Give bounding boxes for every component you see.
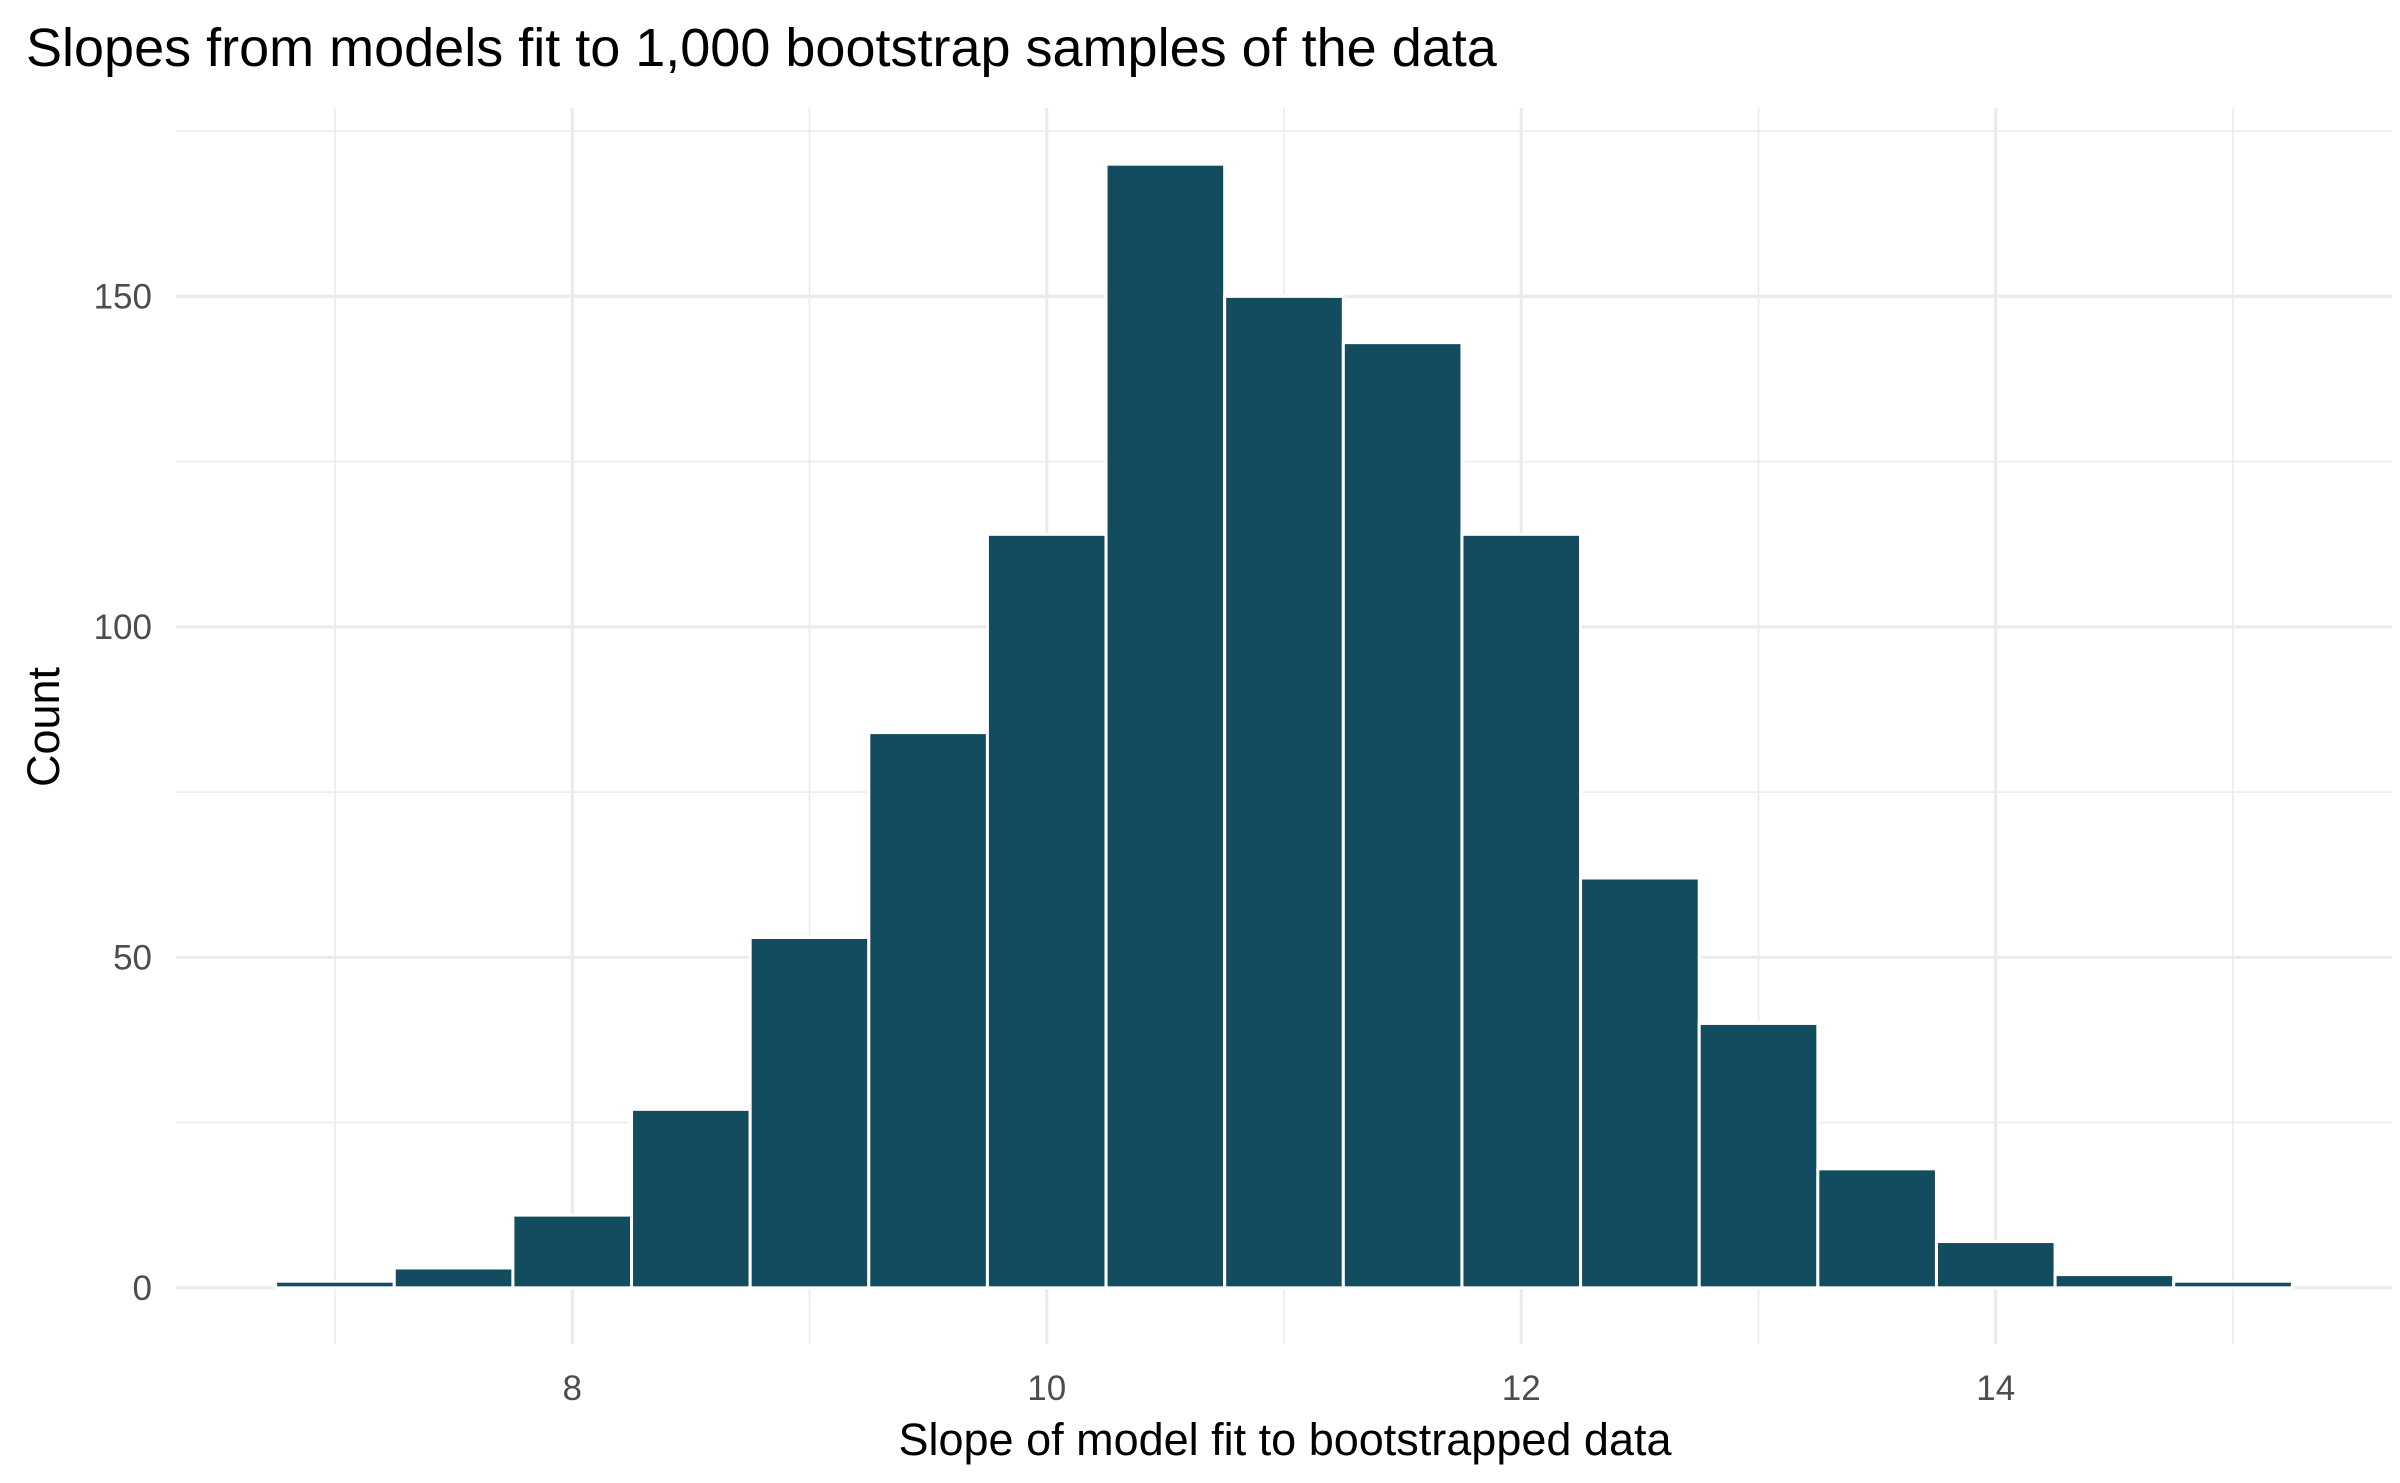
x-tick-label: 12	[1502, 1369, 1541, 1408]
y-tick-label: 100	[94, 608, 152, 647]
histogram-bar	[1341, 341, 1464, 1290]
y-tick-label: 150	[94, 277, 152, 316]
histogram-bar	[1460, 532, 1583, 1290]
y-tick-label: 0	[133, 1269, 152, 1308]
bars	[274, 162, 2294, 1290]
chart-title: Slopes from models fit to 1,000 bootstra…	[26, 18, 1498, 78]
histogram-bar	[274, 1279, 396, 1290]
x-tick-label: 14	[1976, 1369, 2015, 1408]
histogram-bar	[1223, 294, 1345, 1290]
x-axis-title: Slope of model fit to bootstrapped data	[898, 1414, 1672, 1465]
histogram-bar	[2172, 1279, 2294, 1290]
y-tick-label: 50	[113, 938, 152, 977]
histogram-bar	[748, 936, 871, 1290]
histogram-bar	[2053, 1273, 2176, 1290]
histogram-bar	[1697, 1021, 1820, 1290]
histogram-bar	[1579, 876, 1701, 1290]
tick-labels: 8 10 12 14 0 50 100 150	[94, 277, 2016, 1408]
histogram-bar	[511, 1213, 634, 1290]
histogram-bar	[630, 1107, 752, 1290]
y-axis-title: Count	[18, 666, 69, 787]
histogram-bar	[1104, 162, 1227, 1290]
histogram-bar	[867, 731, 989, 1290]
x-tick-label: 10	[1027, 1369, 1066, 1408]
histogram-bar	[1816, 1167, 1938, 1290]
x-tick-label: 8	[562, 1369, 581, 1408]
histogram-bar	[1934, 1240, 2057, 1290]
histogram-bar	[392, 1266, 515, 1290]
histogram-bar	[985, 532, 1108, 1290]
